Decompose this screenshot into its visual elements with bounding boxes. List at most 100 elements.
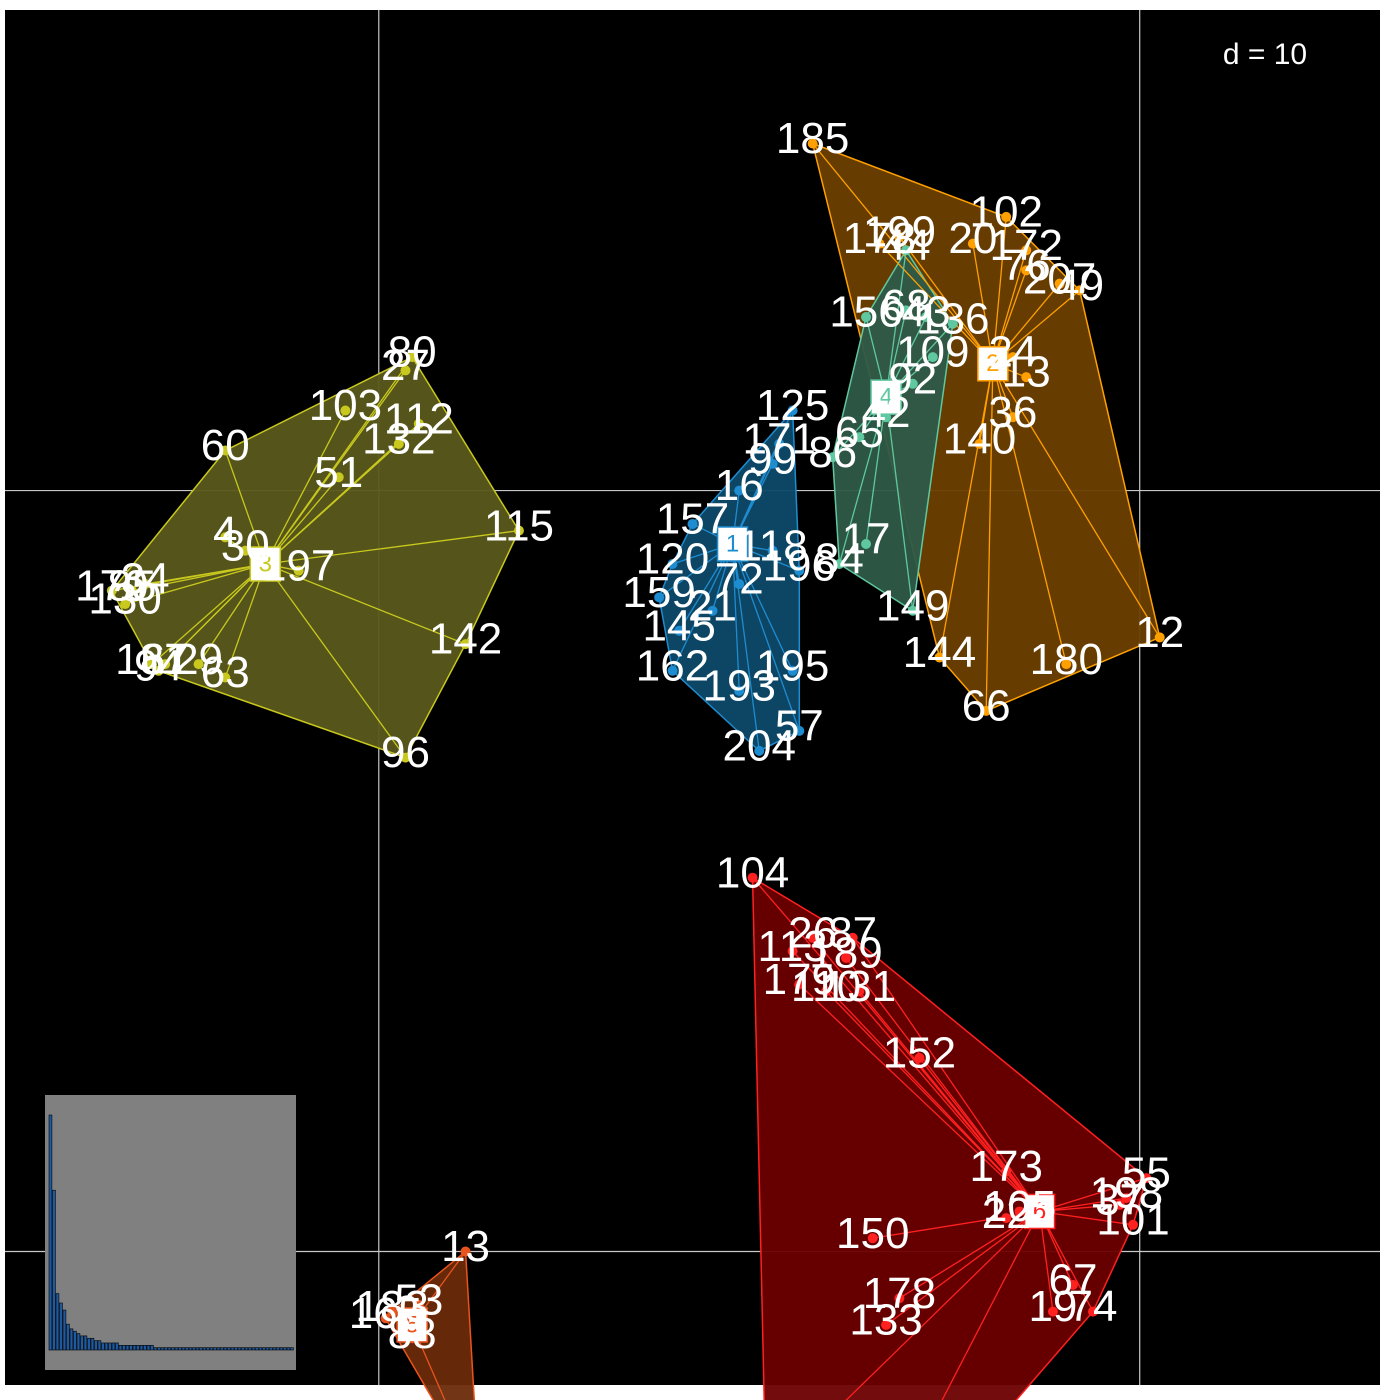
data-point bbox=[834, 559, 845, 570]
cluster-spoke bbox=[731, 543, 740, 691]
data-point bbox=[847, 932, 858, 943]
point-label: 115 bbox=[484, 501, 554, 550]
point-label: 24 bbox=[988, 328, 1037, 377]
cluster-spoke bbox=[731, 543, 794, 672]
inset-bar bbox=[220, 1347, 224, 1351]
data-point bbox=[220, 672, 231, 683]
data-point bbox=[687, 518, 698, 529]
inset-bar bbox=[55, 1293, 60, 1351]
point-label: 170 bbox=[75, 561, 148, 610]
point-label: 96 bbox=[381, 728, 430, 777]
point-label: 207 bbox=[1023, 254, 1096, 303]
centroid-label: 1 bbox=[726, 530, 739, 557]
point-label: 144 bbox=[903, 628, 976, 677]
cluster-spoke bbox=[865, 397, 887, 545]
point-label: 178 bbox=[843, 214, 916, 263]
data-point bbox=[934, 652, 945, 663]
point-label: 140 bbox=[943, 414, 1016, 463]
cluster-spoke bbox=[265, 529, 520, 565]
inset-bar bbox=[146, 1345, 151, 1351]
point-label: 4 bbox=[213, 508, 237, 557]
data-point bbox=[513, 525, 524, 536]
point-label: 72 bbox=[715, 555, 764, 604]
centroid-box-3 bbox=[249, 546, 282, 582]
point-label: 68 bbox=[882, 281, 931, 330]
inset-bar bbox=[209, 1347, 214, 1351]
inset-bar bbox=[83, 1335, 88, 1351]
data-point bbox=[220, 532, 231, 543]
point-label: 65 bbox=[835, 408, 884, 457]
data-point bbox=[707, 605, 718, 616]
data-point bbox=[734, 685, 745, 696]
inset-bar bbox=[73, 1330, 77, 1351]
data-point bbox=[393, 438, 404, 449]
cluster-spoke bbox=[985, 363, 994, 711]
point-label: 195 bbox=[756, 641, 829, 690]
point-label: 85 bbox=[107, 561, 156, 610]
inset-bar bbox=[290, 1347, 294, 1351]
inset-bar bbox=[199, 1347, 203, 1351]
inset-bar bbox=[80, 1335, 84, 1351]
inset-bar bbox=[269, 1347, 273, 1351]
point-label: 74 bbox=[1069, 1282, 1118, 1331]
inset-bar bbox=[216, 1347, 221, 1351]
centroid-label: 6 bbox=[1033, 1198, 1046, 1225]
data-point bbox=[767, 458, 778, 469]
point-label: 43 bbox=[902, 288, 951, 337]
point-label: 13 bbox=[441, 1222, 490, 1271]
data-point bbox=[1067, 1279, 1078, 1290]
inset-bar bbox=[178, 1347, 182, 1351]
inset-bar bbox=[265, 1347, 270, 1351]
inset-bar bbox=[167, 1347, 172, 1351]
point-label: 187 bbox=[115, 635, 188, 684]
centroid-box-1 bbox=[716, 526, 749, 562]
point-label: 136 bbox=[916, 294, 989, 343]
point-label: 92 bbox=[888, 354, 937, 403]
inset-bar bbox=[48, 1114, 53, 1351]
inset-bar bbox=[181, 1347, 186, 1351]
data-point bbox=[881, 1319, 892, 1330]
cluster-spoke bbox=[845, 1210, 1041, 1400]
point-label: 130 bbox=[88, 575, 161, 624]
point-label: 196 bbox=[763, 541, 836, 590]
data-point bbox=[240, 545, 251, 556]
inset-bar bbox=[132, 1345, 137, 1351]
data-point bbox=[460, 639, 471, 650]
point-label: 12 bbox=[1135, 608, 1184, 657]
point-label: 185 bbox=[776, 114, 849, 163]
inset-bar bbox=[66, 1323, 70, 1351]
point-label: 42 bbox=[862, 388, 911, 437]
inset-bar bbox=[185, 1347, 189, 1351]
data-point bbox=[921, 312, 932, 323]
point-label: 86 bbox=[808, 428, 857, 477]
point-label: 204 bbox=[723, 722, 796, 771]
cluster-spoke bbox=[264, 443, 400, 565]
inset-bar bbox=[248, 1347, 252, 1351]
point-label: 152 bbox=[883, 1029, 956, 1078]
point-label: 104 bbox=[716, 848, 789, 897]
inset-bar bbox=[59, 1302, 63, 1351]
point-label: 30 bbox=[221, 521, 270, 570]
inset-bar bbox=[223, 1347, 228, 1351]
inset-bar bbox=[143, 1345, 147, 1351]
point-label: 22 bbox=[982, 1189, 1031, 1238]
data-point bbox=[734, 485, 745, 496]
data-point bbox=[106, 585, 117, 596]
data-point bbox=[974, 438, 985, 449]
point-label: 17 bbox=[842, 515, 891, 564]
cluster-spoke bbox=[731, 543, 800, 732]
cluster-spoke bbox=[224, 563, 266, 678]
data-point bbox=[400, 365, 411, 376]
centroid-label: 5 bbox=[405, 1311, 418, 1338]
point-label: 27 bbox=[381, 341, 430, 390]
inset-bar bbox=[272, 1347, 277, 1351]
point-label: 76 bbox=[1002, 241, 1051, 290]
data-point bbox=[894, 1293, 905, 1304]
point-label: 171 bbox=[743, 414, 816, 463]
data-point bbox=[787, 405, 798, 416]
point-label: 53 bbox=[394, 1276, 443, 1325]
cluster-spoke bbox=[264, 563, 407, 758]
point-label: 165 bbox=[349, 1289, 422, 1338]
inset-bar bbox=[195, 1347, 200, 1351]
